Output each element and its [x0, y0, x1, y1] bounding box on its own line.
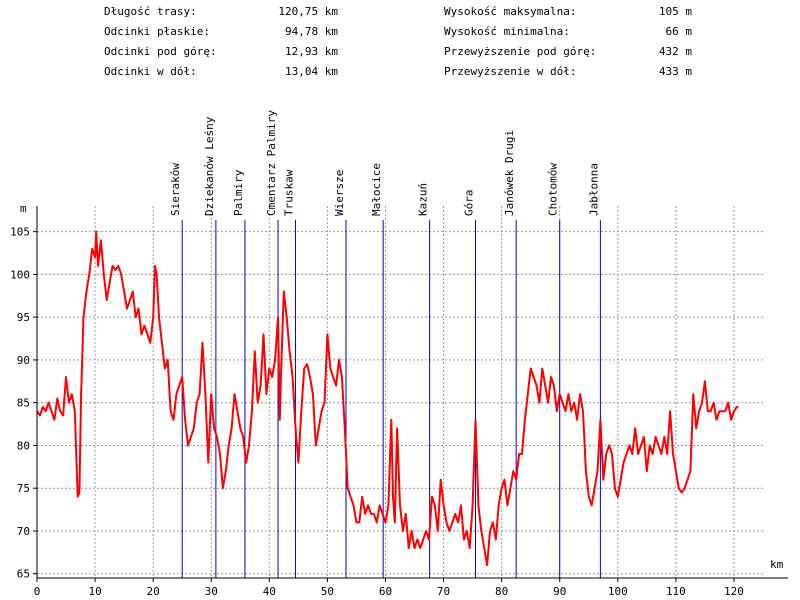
stat-value-ascent: 432 m [659, 45, 692, 58]
stat-value-descent: 433 m [659, 65, 692, 78]
stat-value-min-elevation: 66 m [666, 25, 693, 38]
stats-panel: Długość trasy: 120,75 km Odcinki płaskie… [104, 5, 692, 78]
location-marker-label: Janówek Drugi [503, 130, 516, 216]
x-tick-label: 110 [666, 585, 686, 598]
grid [37, 206, 763, 578]
y-tick-label: 70 [17, 525, 30, 538]
y-tick-label: 100 [10, 268, 30, 281]
x-tick-label: 60 [379, 585, 392, 598]
y-tick-label: 105 [10, 226, 30, 239]
x-tick-label: 50 [321, 585, 334, 598]
stat-label-uphill: Odcinki pod górę: [104, 45, 217, 58]
x-tick-label: 90 [553, 585, 566, 598]
elevation-series [36, 230, 739, 567]
location-marker-label: Kazuń [417, 183, 430, 216]
stat-label-route-length: Długość trasy: [104, 5, 197, 18]
stat-label-flat: Odcinki płaskie: [104, 25, 210, 38]
stats-right: Wysokość maksymalna: 105 m Wysokość mini… [444, 5, 692, 78]
stats-left: Długość trasy: 120,75 km Odcinki płaskie… [104, 5, 338, 78]
axes: 65 70 75 80 85 90 95 100 105 0 10 20 30 40 50 60 70 80 90 1… [10, 206, 788, 598]
y-tick-label: 75 [17, 482, 30, 495]
x-tick-label: 70 [437, 585, 450, 598]
stat-value-flat: 94,78 km [285, 25, 338, 38]
location-marker-label: Cmentarz Palmiry [265, 110, 278, 216]
y-tick-label: 85 [17, 397, 30, 410]
y-axis-unit-label: m [20, 202, 27, 215]
location-marker-label: Dziekanów Leśny [203, 116, 216, 216]
x-tick-label: 100 [608, 585, 628, 598]
y-tick-label: 95 [17, 311, 30, 324]
location-marker-label: Palmiry [232, 169, 245, 216]
x-tick-label: 80 [495, 585, 508, 598]
y-tick-label: 65 [17, 568, 30, 581]
location-marker-label: Góra [463, 190, 476, 217]
location-marker-label: Małocice [370, 163, 383, 216]
x-axis-unit-label: km [770, 558, 784, 571]
stat-value-downhill: 13,04 km [285, 65, 338, 78]
stat-label-min-elevation: Wysokość minimalna: [444, 25, 570, 38]
stat-label-max-elevation: Wysokość maksymalna: [444, 5, 576, 18]
location-marker-label: Truskaw [282, 169, 295, 216]
stat-value-uphill: 12,93 km [285, 45, 338, 58]
y-tick-label: 80 [17, 439, 30, 452]
location-marker-label: Jabłonna [587, 163, 600, 216]
x-tick-label: 120 [724, 585, 744, 598]
location-marker-label: Sieraków [169, 163, 182, 216]
stat-value-route-length: 120,75 km [278, 5, 338, 18]
stat-label-downhill: Odcinki w dół: [104, 65, 197, 78]
x-tick-label: 30 [205, 585, 218, 598]
x-tick-label: 20 [147, 585, 160, 598]
stat-value-max-elevation: 105 m [659, 5, 692, 18]
stat-label-ascent: Przewyższenie pod górę: [444, 45, 596, 58]
location-marker-label: Chotomów [547, 163, 560, 216]
x-tick-label: 40 [263, 585, 276, 598]
location-markers: Sieraków Dziekanów Leśny Palmiry Cmentarz P… [169, 110, 601, 578]
y-tick-label: 90 [17, 354, 30, 367]
location-marker-label: Wiersze [333, 170, 346, 216]
stat-label-descent: Przewyższenie w dół: [444, 65, 576, 78]
elevation-line [36, 230, 739, 567]
x-tick-label: 0 [34, 585, 41, 598]
x-tick-label: 10 [88, 585, 101, 598]
